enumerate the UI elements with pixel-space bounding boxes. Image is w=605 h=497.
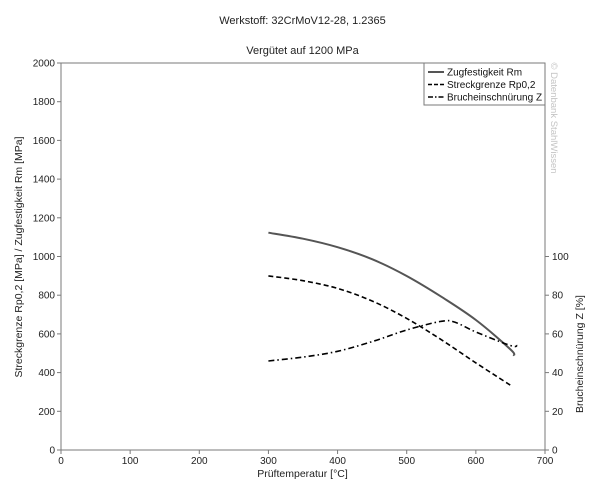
y-tick-label: 200 bbox=[38, 407, 55, 418]
x-tick-label: 400 bbox=[329, 456, 346, 467]
y-tick-label: 1400 bbox=[33, 175, 56, 186]
legend-box bbox=[423, 62, 546, 106]
plot-frame bbox=[60, 62, 546, 451]
series-line-zugfestigkeit-rm bbox=[268, 231, 516, 357]
watermark: © Datenbank StahlWissen bbox=[548, 62, 559, 173]
series-line-brucheinschnurung-z bbox=[268, 319, 518, 362]
y2-tick-label: 20 bbox=[552, 407, 564, 418]
y-axis-label: Streckgrenze Rp0,2 [MPa] / Zugfestigkeit… bbox=[13, 136, 25, 377]
y-tick-label: 1800 bbox=[33, 97, 56, 108]
chart-title: Werkstoff: 32CrMoV12-28, 1.2365 bbox=[219, 15, 386, 27]
y2-tick-label: 60 bbox=[552, 329, 564, 340]
x-tick-label: 600 bbox=[468, 456, 485, 467]
legend-label: Zugfestigkeit Rm bbox=[447, 68, 522, 79]
y-tick-label: 2000 bbox=[33, 59, 56, 70]
chart-subtitle: Vergütet auf 1200 MPa bbox=[246, 45, 359, 57]
x-tick-label: 500 bbox=[398, 456, 415, 467]
series-line-streckgrenze-rp0-2 bbox=[268, 275, 511, 386]
y2-tick-label: 0 bbox=[552, 446, 558, 457]
x-tick-label: 700 bbox=[537, 456, 554, 467]
y2-tick-label: 40 bbox=[552, 368, 564, 379]
y-tick-label: 800 bbox=[38, 291, 55, 302]
x-tick-label: 300 bbox=[260, 456, 277, 467]
y2-axis-label: Brucheinschnürung Z [%] bbox=[574, 295, 586, 413]
x-axis-label: Prüftemperatur [°C] bbox=[257, 468, 348, 480]
y2-tick-label: 80 bbox=[552, 291, 564, 302]
x-tick-label: 200 bbox=[191, 456, 208, 467]
y-tick-label: 600 bbox=[38, 329, 55, 340]
legend-label: Brucheinschnürung Z bbox=[447, 93, 542, 104]
y-tick-label: 1200 bbox=[33, 213, 56, 224]
x-tick-label: 100 bbox=[122, 456, 139, 467]
y-tick-label: 0 bbox=[49, 446, 55, 457]
y-tick-label: 1600 bbox=[33, 136, 56, 147]
y-tick-label: 400 bbox=[38, 368, 55, 379]
x-tick-label: 0 bbox=[58, 456, 64, 467]
y2-tick-label: 100 bbox=[552, 252, 569, 263]
y-tick-label: 1000 bbox=[33, 252, 56, 263]
legend-label: Streckgrenze Rp0,2 bbox=[447, 80, 536, 91]
